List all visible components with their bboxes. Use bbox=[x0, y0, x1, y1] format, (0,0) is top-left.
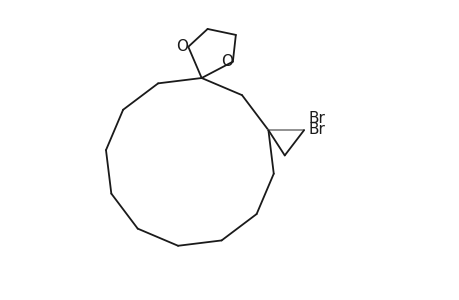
Text: Br: Br bbox=[308, 111, 325, 126]
Text: O: O bbox=[176, 39, 188, 54]
Text: O: O bbox=[221, 54, 233, 69]
Text: Br: Br bbox=[308, 122, 325, 137]
